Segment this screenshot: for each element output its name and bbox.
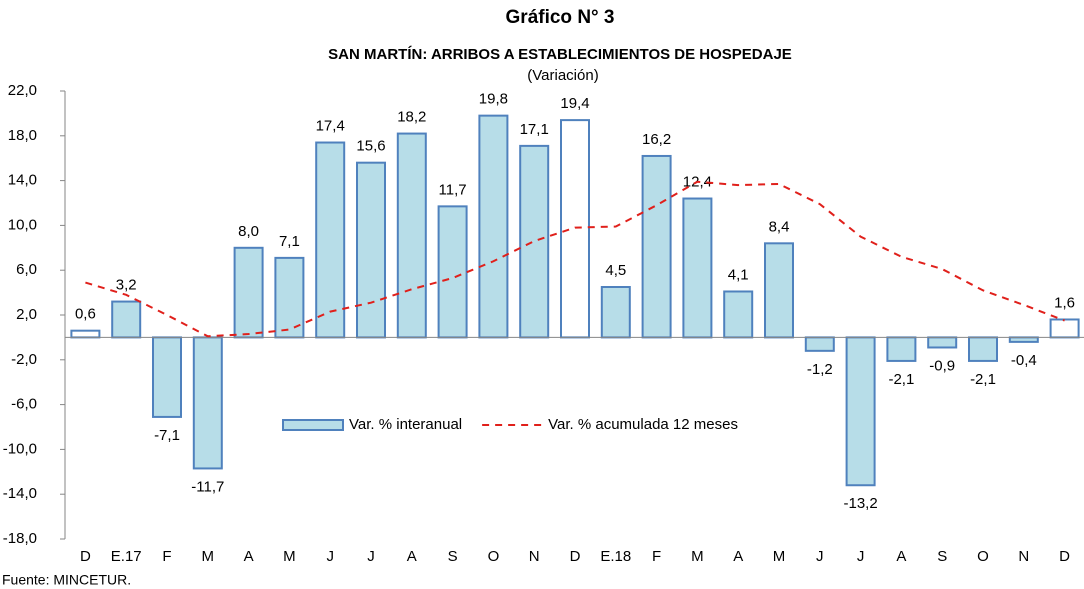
x-tick-label: M xyxy=(773,548,786,565)
bar xyxy=(845,336,876,487)
bar xyxy=(519,144,550,339)
chart-subtitle: SAN MARTÍN: ARRIBOS A ESTABLECIMIENTOS D… xyxy=(328,46,792,63)
data-label: 11,7 xyxy=(439,181,467,198)
x-tick-label: O xyxy=(977,548,989,565)
data-label: -13,2 xyxy=(843,495,877,512)
data-label: 19,4 xyxy=(560,95,589,112)
bar xyxy=(927,336,958,349)
legend-label: Var. % interanual xyxy=(349,416,462,433)
y-tick-label: -18,0 xyxy=(3,530,37,547)
bar xyxy=(274,256,305,339)
y-tick-label: 10,0 xyxy=(8,216,37,233)
data-label: 15,6 xyxy=(356,138,385,155)
bar xyxy=(600,286,631,339)
data-label: 7,1 xyxy=(279,233,300,250)
data-label: -0,4 xyxy=(1011,352,1037,369)
x-tick-label: D xyxy=(1059,548,1070,565)
x-tick-label: D xyxy=(80,548,91,565)
data-label: 8,4 xyxy=(769,218,790,235)
bar xyxy=(804,336,835,352)
data-label: 18,2 xyxy=(397,109,426,126)
y-tick-label: -14,0 xyxy=(3,485,37,502)
data-label: -11,7 xyxy=(191,478,224,495)
data-label: 0,6 xyxy=(75,306,96,323)
x-tick-label: J xyxy=(857,548,865,565)
bar xyxy=(764,242,794,339)
x-tick-label: J xyxy=(816,548,824,565)
x-tick-label: E.18 xyxy=(600,548,631,565)
x-tick-label: M xyxy=(202,548,215,565)
bar xyxy=(1049,318,1080,339)
data-label: -7,1 xyxy=(154,427,180,444)
bar xyxy=(315,141,346,339)
y-tick-label: 14,0 xyxy=(8,172,37,189)
bar xyxy=(886,336,917,362)
y-tick-label: -2,0 xyxy=(11,351,37,368)
data-label: 4,1 xyxy=(728,266,749,283)
data-label: -2,1 xyxy=(970,371,996,388)
data-label: -1,2 xyxy=(807,361,833,378)
x-tick-label: N xyxy=(1018,548,1029,565)
bar xyxy=(478,114,509,339)
bar xyxy=(70,329,101,339)
source: Fuente: MINCETUR. xyxy=(2,572,131,588)
x-tick-label: J xyxy=(326,548,334,565)
x-tick-label: M xyxy=(691,548,704,565)
y-tick-label: -6,0 xyxy=(11,396,37,413)
x-tick-label: A xyxy=(244,548,254,565)
bar xyxy=(682,197,713,339)
bar xyxy=(641,154,672,339)
bar xyxy=(192,336,223,470)
data-label: -0,9 xyxy=(929,357,955,374)
bar xyxy=(152,336,182,418)
x-tick-label: N xyxy=(529,548,540,565)
data-label: 4,5 xyxy=(605,262,626,279)
line xyxy=(85,180,1065,338)
data-label: 17,1 xyxy=(520,121,549,138)
x-tick-label: F xyxy=(162,548,171,565)
y-tick-label: 18,0 xyxy=(8,127,37,144)
bar xyxy=(356,161,386,339)
bar xyxy=(396,132,427,339)
bar xyxy=(968,336,998,362)
x-tick-label: A xyxy=(733,548,743,565)
x-tick-label: F xyxy=(652,548,661,565)
x-tick-label: J xyxy=(367,548,375,565)
x-tick-label: A xyxy=(407,548,417,565)
bar xyxy=(1008,336,1039,343)
data-label: 3,2 xyxy=(116,277,137,294)
data-label: 19,8 xyxy=(479,91,508,108)
x-tick-label: S xyxy=(937,548,947,565)
bar xyxy=(111,300,142,339)
x-tick-label: O xyxy=(488,548,500,565)
data-label: 8,0 xyxy=(238,223,259,240)
annotation: (Variación) xyxy=(527,67,598,84)
bar xyxy=(723,290,754,339)
legend-label: Var. % acumulada 12 meses xyxy=(548,416,738,433)
data-label: 1,6 xyxy=(1054,294,1075,311)
data-label: 16,2 xyxy=(642,131,671,148)
bar xyxy=(233,246,264,339)
bar xyxy=(437,205,468,339)
y-tick-label: -10,0 xyxy=(3,440,37,457)
y-tick-label: 22,0 xyxy=(8,82,37,99)
x-tick-label: S xyxy=(448,548,458,565)
chart-title: Gráfico N° 3 xyxy=(506,7,615,28)
y-tick-label: 2,0 xyxy=(16,306,37,323)
data-label: 17,4 xyxy=(316,117,345,134)
y-tick-label: 6,0 xyxy=(16,261,37,278)
x-tick-label: D xyxy=(570,548,581,565)
legend-swatch xyxy=(282,419,344,431)
x-tick-label: M xyxy=(283,548,296,565)
data-label: -2,1 xyxy=(888,371,914,388)
x-tick-label: A xyxy=(896,548,906,565)
bar xyxy=(560,119,590,339)
x-tick-label: E.17 xyxy=(111,548,142,565)
